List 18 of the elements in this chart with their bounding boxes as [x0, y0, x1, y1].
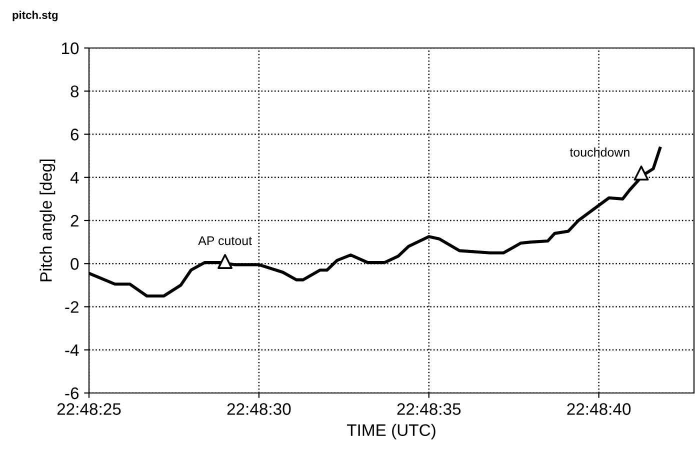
y-tick-label: 8	[70, 86, 79, 98]
annotation: touchdown	[570, 148, 630, 157]
y-tick-label: 4	[70, 172, 79, 184]
y-axis-title: Pitch angle [deg]	[40, 160, 56, 282]
y-tick-label: -2	[65, 301, 78, 313]
x-axis-title: TIME (UTC)	[346, 424, 436, 440]
chart-title: pitch.stg	[12, 10, 58, 22]
y-tick-label: -4	[65, 344, 79, 356]
y-tick-label: 10	[62, 42, 79, 54]
x-tick-label: 22:48:35	[397, 403, 461, 415]
x-tick-label: 22:48:40	[567, 403, 631, 415]
x-tick-label: 22:48:25	[57, 403, 121, 415]
y-tick-label: -6	[65, 387, 79, 400]
y-tick-label: 0	[70, 258, 79, 270]
annotation: AP cutout	[198, 236, 252, 246]
y-tick-label: 6	[70, 128, 79, 140]
x-tick-label: 22:48:30	[227, 403, 291, 415]
y-tick-label: 2	[70, 214, 78, 227]
